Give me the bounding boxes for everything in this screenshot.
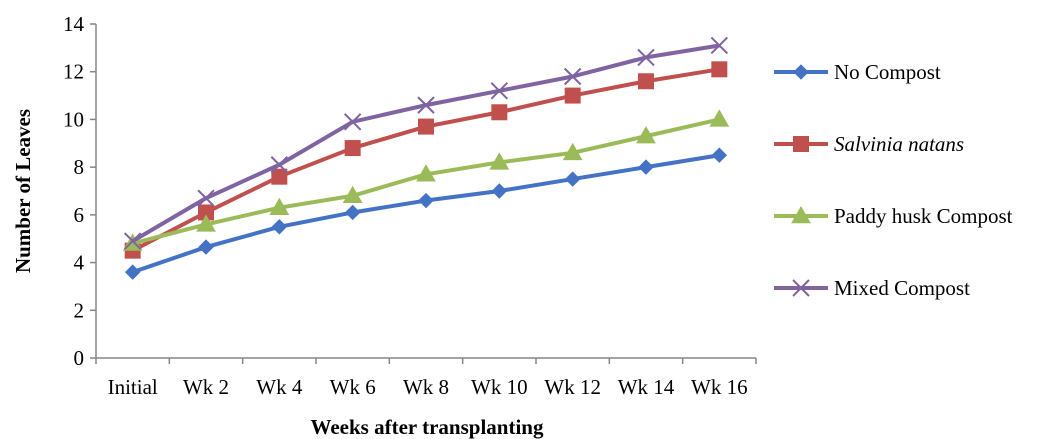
legend-label: No Compost xyxy=(834,60,941,84)
series-line-salvinia-natans xyxy=(131,67,720,253)
data-point-paddy-husk-compost xyxy=(342,185,363,204)
x-tick-label: Wk 12 xyxy=(544,375,601,399)
data-point-salvinia-natans xyxy=(344,140,361,157)
data-point-no-compost xyxy=(344,204,361,221)
x-marker-stroke xyxy=(490,82,509,100)
y-tick-label: 6 xyxy=(74,203,85,227)
y-tick-label: 8 xyxy=(74,155,85,179)
x-marker-stroke xyxy=(197,189,215,207)
legend-label: Paddy husk Compost xyxy=(834,204,1013,228)
data-point-salvinia-natans xyxy=(418,118,434,135)
data-point-mixed-compost xyxy=(197,189,215,207)
data-point-no-compost xyxy=(711,147,728,163)
data-point-paddy-husk-compost xyxy=(489,152,510,170)
data-point-no-compost xyxy=(198,239,214,255)
data-point-salvinia-natans xyxy=(711,61,728,78)
x-tick-label: Wk 8 xyxy=(403,375,449,399)
y-tick-label: 4 xyxy=(74,251,85,275)
series-salvinia-natans xyxy=(124,61,728,259)
x-marker-stroke xyxy=(343,113,362,131)
series-no-compost xyxy=(124,147,728,280)
legend-label: Mixed Compost xyxy=(834,276,970,300)
x-marker-stroke xyxy=(637,48,655,67)
data-point-paddy-husk-compost xyxy=(562,142,583,161)
data-point-salvinia-natans xyxy=(564,87,581,104)
x-tick-label: Wk 6 xyxy=(330,375,376,399)
y-tick-label: 0 xyxy=(74,346,85,370)
data-point-paddy-husk-compost xyxy=(416,164,436,182)
data-point-no-compost xyxy=(271,219,288,235)
x-tick-label: Initial xyxy=(108,375,158,399)
data-point-paddy-husk-compost xyxy=(709,109,730,127)
y-tick-label: 10 xyxy=(63,107,84,131)
data-point-no-compost xyxy=(124,264,141,280)
legend-label: Salvinia natans xyxy=(834,132,964,156)
data-point-no-compost xyxy=(491,183,508,199)
series-paddy-husk-compost xyxy=(122,109,730,251)
legend-item-salvinia-natans: Salvinia natans xyxy=(774,132,964,156)
legend-marker xyxy=(793,64,809,80)
series-mixed-compost xyxy=(123,36,729,250)
x-tick-label: Wk 14 xyxy=(618,375,675,399)
x-axis-title: Weeks after transplanting xyxy=(311,415,544,439)
x-tick-label: Wk 4 xyxy=(256,375,303,399)
x-marker-stroke xyxy=(792,279,810,297)
y-axis-title: Number of Leaves xyxy=(11,109,35,273)
data-point-no-compost xyxy=(418,192,434,209)
x-tick-label: Wk 10 xyxy=(471,375,528,399)
data-point-mixed-compost xyxy=(490,82,509,100)
y-tick-label: 2 xyxy=(74,298,85,322)
data-point-salvinia-natans xyxy=(638,73,654,90)
x-marker-stroke xyxy=(123,232,142,250)
legend-marker xyxy=(791,205,811,224)
data-point-salvinia-natans xyxy=(491,104,508,121)
data-point-mixed-compost xyxy=(637,48,655,67)
data-point-mixed-compost xyxy=(563,67,582,86)
data-point-no-compost xyxy=(564,171,581,187)
y-tick-label: 14 xyxy=(63,12,85,36)
x-marker-stroke xyxy=(710,36,729,55)
data-point-salvinia-natans xyxy=(271,168,288,185)
axes: 0 2 4 6 8 10 12 14 Initial Wk 2 Wk 4 Wk 6 Wk 8 Wk 10 W… xyxy=(63,12,757,399)
data-point-mixed-compost xyxy=(343,113,362,131)
legend-item-mixed-compost: Mixed Compost xyxy=(774,276,970,300)
x-marker-stroke xyxy=(270,156,289,174)
x-tick-label: Wk 16 xyxy=(691,375,748,399)
x-marker-stroke xyxy=(563,67,582,86)
y-tick-label: 12 xyxy=(63,60,84,84)
legend-marker xyxy=(792,279,810,297)
data-point-mixed-compost xyxy=(710,36,729,55)
data-point-paddy-husk-compost xyxy=(269,197,290,215)
legend-item-no-compost: No Compost xyxy=(774,60,941,84)
series-layer xyxy=(122,36,730,280)
data-point-mixed-compost xyxy=(270,156,289,174)
data-point-mixed-compost xyxy=(123,232,142,250)
legend-marker xyxy=(793,136,809,152)
x-tick-label: Wk 2 xyxy=(183,375,229,399)
data-point-mixed-compost xyxy=(417,96,435,114)
data-point-paddy-husk-compost xyxy=(196,214,216,232)
legend: No Compost Salvinia natans Paddy husk Comp… xyxy=(774,60,1013,300)
data-point-no-compost xyxy=(638,159,654,175)
x-marker-stroke xyxy=(417,96,435,114)
data-point-paddy-husk-compost xyxy=(636,126,656,144)
series-line-mixed-compost xyxy=(131,43,720,243)
legend-item-paddy-husk-compost: Paddy husk Compost xyxy=(774,204,1013,228)
